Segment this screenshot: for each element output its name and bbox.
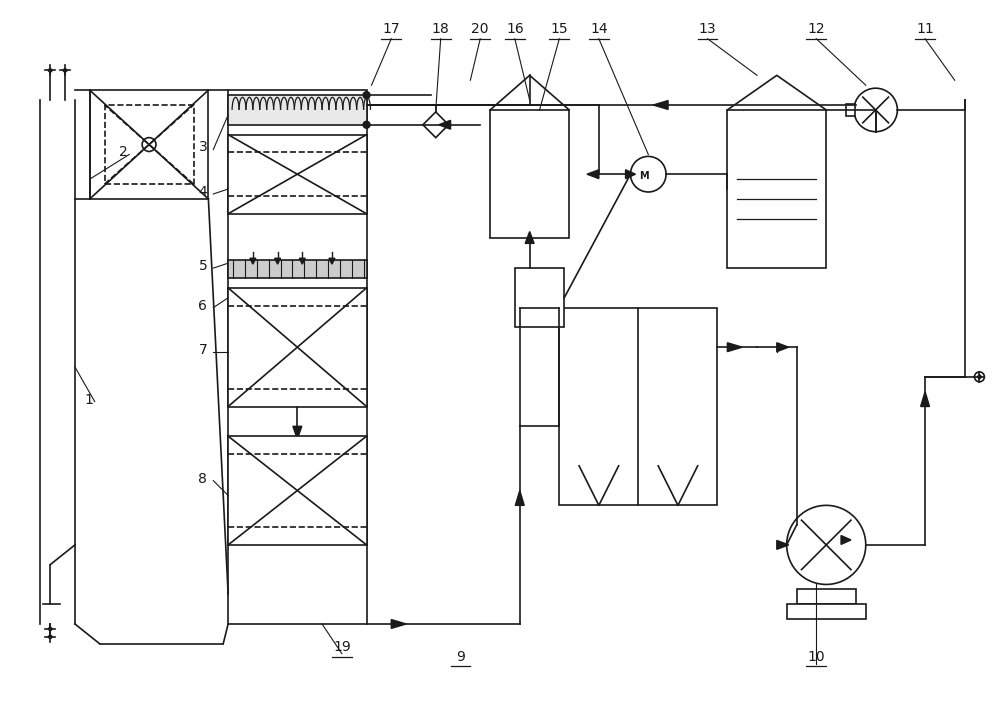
Bar	[515, 268, 564, 327]
Polygon shape	[977, 374, 982, 379]
Circle shape	[142, 137, 156, 151]
Polygon shape	[48, 627, 52, 631]
Polygon shape	[48, 68, 52, 73]
Text: 16: 16	[506, 22, 524, 36]
Circle shape	[363, 92, 370, 99]
Text: 9: 9	[456, 649, 465, 664]
Polygon shape	[250, 258, 256, 264]
Polygon shape	[777, 342, 789, 352]
Polygon shape	[299, 258, 305, 264]
Polygon shape	[329, 258, 335, 264]
Text: 14: 14	[590, 22, 608, 36]
Text: 4: 4	[198, 185, 207, 199]
Bar	[787, 604, 866, 619]
Circle shape	[974, 372, 984, 382]
Bar	[228, 134, 367, 214]
Polygon shape	[525, 231, 534, 244]
Bar	[90, 90, 208, 199]
Polygon shape	[423, 112, 449, 137]
Bar	[559, 308, 717, 505]
Polygon shape	[48, 635, 52, 639]
Polygon shape	[293, 426, 302, 439]
Polygon shape	[841, 536, 851, 545]
Text: 1: 1	[85, 393, 94, 406]
Text: 20: 20	[471, 22, 489, 36]
Bar	[228, 95, 367, 125]
Text: 15: 15	[550, 22, 568, 36]
Text: 2: 2	[119, 145, 128, 159]
Polygon shape	[777, 540, 789, 550]
Polygon shape	[626, 169, 635, 179]
Bar	[228, 436, 367, 545]
Polygon shape	[587, 169, 599, 179]
Circle shape	[787, 505, 866, 585]
Text: 17: 17	[382, 22, 400, 36]
Text: 13: 13	[699, 22, 716, 36]
Text: M: M	[639, 171, 649, 181]
Circle shape	[630, 156, 666, 192]
Bar	[797, 590, 856, 604]
Polygon shape	[275, 258, 281, 264]
Bar	[228, 288, 367, 406]
Text: 8: 8	[198, 472, 207, 486]
Bar	[228, 90, 367, 624]
Polygon shape	[391, 619, 406, 628]
Polygon shape	[921, 392, 930, 406]
Polygon shape	[515, 491, 524, 505]
Text: 19: 19	[333, 640, 351, 654]
Bar	[846, 104, 855, 116]
Text: 3: 3	[198, 140, 207, 154]
Polygon shape	[439, 121, 451, 129]
Polygon shape	[727, 342, 742, 352]
Text: 5: 5	[198, 259, 207, 273]
Bar	[490, 110, 569, 238]
Polygon shape	[653, 100, 668, 110]
Bar	[105, 105, 194, 184]
Polygon shape	[63, 68, 67, 73]
Text: 11: 11	[916, 22, 934, 36]
Text: 18: 18	[432, 22, 450, 36]
Circle shape	[854, 88, 897, 132]
Bar	[228, 260, 367, 278]
Bar	[727, 110, 826, 268]
Text: 6: 6	[198, 299, 207, 313]
Text: 7: 7	[198, 343, 207, 357]
Text: 12: 12	[808, 22, 825, 36]
Circle shape	[363, 121, 370, 128]
Text: 10: 10	[808, 649, 825, 664]
